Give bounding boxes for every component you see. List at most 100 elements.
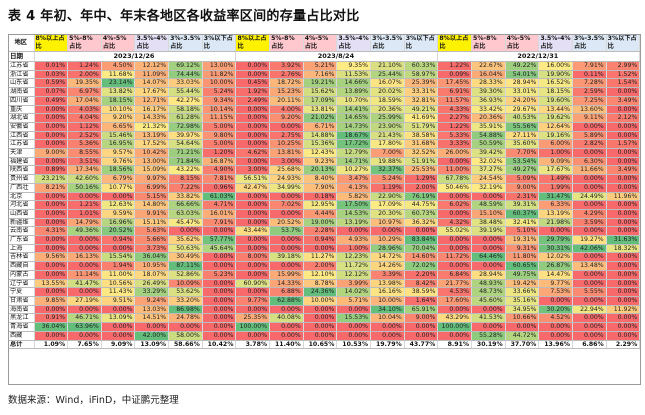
region-name: 西藏	[9, 331, 35, 341]
value-cell: 58.66%	[168, 340, 203, 350]
table-row: 贵州省 23.21% 42.60% 6.79% 9.97% 8.15% 7.81% 56.51…	[9, 174, 640, 184]
value-cell: 32.19%	[471, 183, 506, 193]
value-cell: 42.47%	[235, 183, 271, 193]
value-cell: 0.00%	[269, 331, 304, 341]
date-group-header: 2023/8/24	[235, 51, 439, 62]
value-cell: 32.81%	[404, 96, 439, 106]
value-cell: 4.13%	[336, 183, 372, 193]
table-row: 黑龙江 0.91% 46.71% 13.09% 14.51% 24.78% 0.00% 25.…	[9, 313, 640, 324]
value-cell: 10.70%	[336, 96, 372, 106]
value-cell: 0.00%	[404, 331, 439, 341]
value-cell: 0.01%	[33, 61, 69, 71]
value-cell: 3.92%	[269, 61, 304, 71]
value-cell: 11.09%	[134, 70, 170, 80]
value-cell: 49.36%	[67, 226, 102, 237]
value-cell: 3.00%	[269, 157, 304, 167]
value-cell: 5.24%	[370, 174, 405, 184]
value-cell: 60.90%	[235, 279, 271, 289]
table-row: 广西壮 8.21% 50.16% 10.77% 6.99% 7.22% 0.96% 42.47…	[9, 183, 640, 193]
value-cell: 16.87%	[202, 157, 237, 167]
value-cell: 17.72%	[336, 139, 372, 150]
value-cell: 7.25%	[572, 96, 607, 106]
value-cell: 39.30%	[471, 87, 506, 97]
value-cell: 19.60%	[538, 96, 573, 106]
value-cell: 57.77%	[202, 235, 237, 245]
value-cell: 16.96%	[101, 218, 136, 228]
value-cell: 4.62%	[235, 148, 271, 158]
bucket-column-header: 3.5%-4%占比	[538, 35, 573, 52]
table-row: 浙江省 0.03% 2.00% 11.68% 11.09% 74.44% 11.82% 0.0…	[9, 70, 640, 80]
value-cell: 0.00%	[572, 200, 607, 210]
value-cell: 0.00%	[235, 70, 271, 80]
value-cell: 63.96%	[67, 322, 102, 332]
value-cell: 0.18%	[303, 192, 338, 202]
value-cell: 42.60%	[67, 174, 102, 184]
value-cell: 0.00%	[202, 331, 237, 341]
value-cell: 6.00%	[538, 139, 573, 150]
value-cell: 9.00%	[33, 148, 69, 158]
region-name: 广西壮	[9, 183, 35, 193]
table-row: 湖南省 0.07% 6.97% 13.82% 17.67% 55.44% 5.24% 1.92…	[9, 87, 640, 97]
value-cell: 9.51%	[101, 296, 136, 306]
value-cell: 1.24%	[67, 61, 102, 71]
value-cell: 0.00%	[67, 305, 102, 315]
value-cell: 10.56%	[101, 279, 136, 289]
region-name: 江苏省	[9, 61, 35, 71]
value-cell: 39.42%	[471, 148, 506, 158]
value-cell: 48.59%	[471, 200, 506, 210]
value-cell: 0.00%	[33, 192, 69, 202]
value-cell: 7.16%	[303, 70, 338, 80]
value-cell: 30.49%	[168, 252, 203, 263]
value-cell: 14.71%	[336, 157, 372, 167]
value-cell: 7.28%	[572, 78, 607, 89]
value-cell: 60.33%	[404, 61, 439, 71]
value-cell: 9.00%	[505, 183, 540, 193]
value-cell: 5.09%	[505, 174, 540, 184]
value-cell: 61.03%	[202, 192, 237, 202]
value-cell: 4.71%	[202, 200, 237, 210]
bucket-column-header: 3%-3.5%占比	[168, 35, 203, 52]
value-cell: 13.82%	[101, 87, 136, 97]
bucket-column-header: 8%以上占比	[33, 35, 69, 52]
value-cell: 13.98%	[370, 279, 405, 289]
value-cell: 26.49%	[134, 279, 170, 289]
value-cell: 0.00%	[606, 174, 640, 184]
value-cell: 6.86%	[572, 340, 607, 350]
value-cell: 0.00%	[572, 331, 607, 341]
value-cell: 0.00%	[505, 322, 540, 332]
table-row: 江西省 0.00% 2.52% 15.46% 13.19% 39.97% 9.80% 0.00…	[9, 131, 640, 141]
value-cell: 54.01%	[505, 70, 540, 80]
region-name: 吉林省	[9, 252, 35, 263]
value-cell: 0.00%	[471, 244, 506, 254]
value-cell: 14.88%	[303, 131, 338, 141]
value-cell: 42.27%	[168, 96, 203, 106]
bucket-column-header: 5%-8%占比	[471, 35, 506, 52]
value-cell: 13.09%	[134, 340, 170, 350]
value-cell: 14.33%	[269, 279, 304, 289]
value-cell: 49.22%	[505, 61, 540, 71]
value-cell: 76.19%	[404, 192, 439, 202]
value-cell: 20.52%	[269, 218, 304, 228]
value-cell: 12.79%	[336, 148, 372, 158]
value-cell: 12.64%	[538, 122, 573, 132]
value-cell: 0.00%	[471, 235, 506, 245]
value-cell: 17.60%	[437, 296, 473, 306]
table-row: 辽宁省 13.55% 41.47% 10.56% 26.49% 10.09% 0.00% 60…	[9, 279, 640, 289]
bucket-column-header: 5%-8%占比	[67, 35, 102, 52]
value-cell: 0.00%	[235, 331, 271, 341]
value-cell: 24.49%	[572, 192, 607, 202]
value-cell: 6.88%	[269, 287, 304, 297]
value-cell: 0.00%	[168, 322, 203, 332]
value-cell: 0.00%	[235, 235, 271, 245]
value-cell: 19.62%	[538, 113, 573, 123]
value-cell: 7.70%	[505, 148, 540, 158]
value-cell: 7.53%	[538, 287, 573, 297]
value-cell: 20.36%	[471, 113, 506, 123]
value-cell: 16.13%	[67, 252, 102, 263]
value-cell: 0.00%	[606, 313, 640, 324]
value-cell: 0.00%	[67, 287, 102, 297]
value-cell: 1.29%	[404, 174, 439, 184]
value-cell: 3.51%	[67, 157, 102, 167]
value-cell: 2.00%	[67, 70, 102, 80]
value-cell: 20.36%	[370, 105, 405, 115]
